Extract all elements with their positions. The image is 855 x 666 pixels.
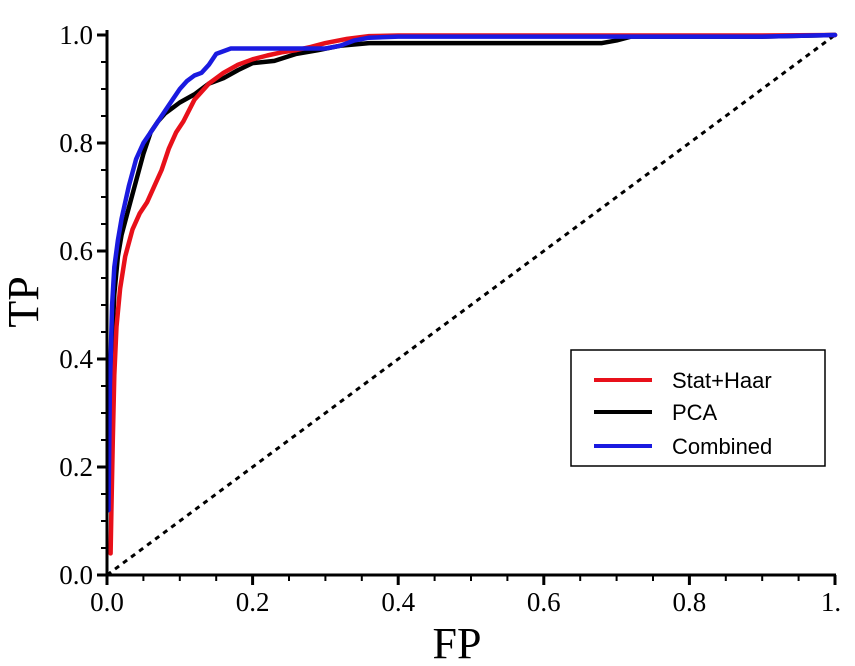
axes [105,30,836,577]
legend-label-stat-haar: Stat+Haar [672,368,772,393]
x-tick-label: 0.6 [527,587,561,617]
ticks [97,33,837,585]
series-line-pca [106,32,838,470]
y-tick-label: 0.6 [59,236,93,266]
tick-labels: 0.0 0.2 0.4 0.6 0.8 1.0 0.0 0.2 0.4 0.6 0.8 1. [59,20,841,617]
x-tick-label: 1. [821,587,841,617]
y-tick-label: 0.0 [59,560,93,590]
x-axis-title: FP [433,619,482,666]
legend-label-combined: Combined [672,434,772,459]
y-tick-label: 0.2 [59,452,93,482]
y-axis-title: TP [0,276,48,327]
y-tick-label: 0.4 [59,344,93,374]
series-line-combined [106,32,838,513]
y-tick-label: 0.8 [59,128,93,158]
x-tick-label: 0.4 [381,587,415,617]
legend-label-pca: PCA [672,400,718,425]
y-tick-label: 1.0 [59,20,93,50]
series-line-chance [106,33,836,577]
x-tick-label: 0.0 [90,587,124,617]
x-tick-label: 0.2 [236,587,270,617]
legend: Stat+Haar PCA Combined [570,349,826,467]
x-tick-label: 0.8 [673,587,707,617]
plot-series [106,32,838,577]
series-line-stat-haar [108,32,838,556]
